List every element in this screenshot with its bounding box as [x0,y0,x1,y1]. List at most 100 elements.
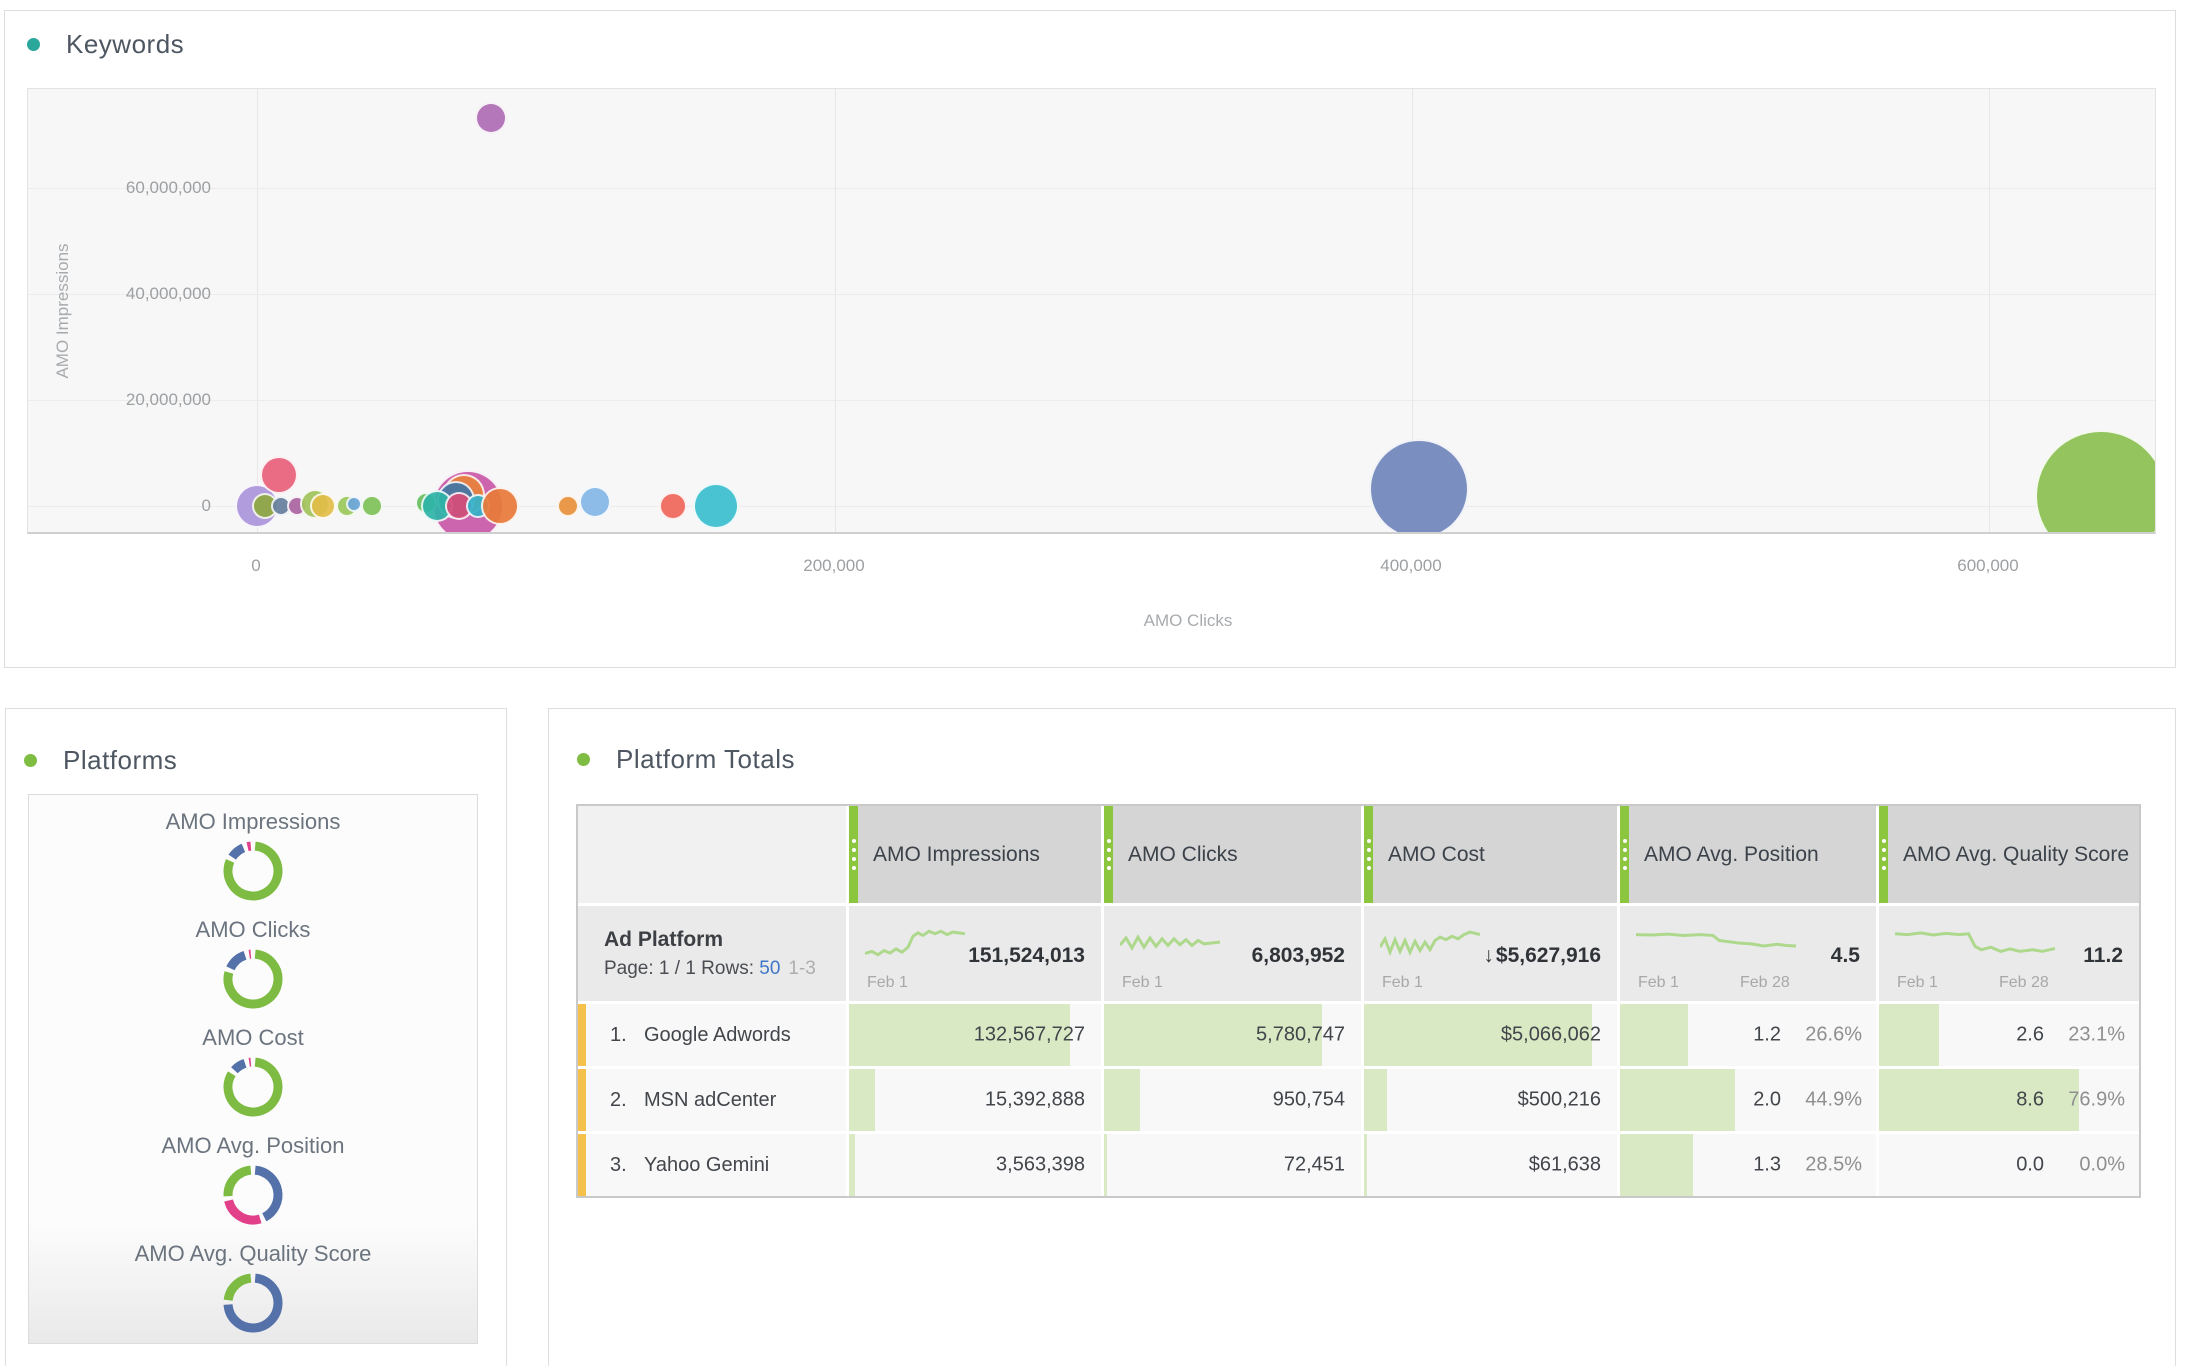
summary-cell-avg-quality: Feb 1 Feb 28 11.2 [1879,906,2139,1001]
donut-item-impressions: AMO Impressions [29,809,477,903]
donut-segment[interactable] [223,1057,283,1117]
bubble-point[interactable] [259,455,298,494]
donut-chart-position[interactable] [221,1163,285,1227]
trend-down-arrow-icon: ↓ [1483,943,1494,967]
cell-clicks: 5,780,747 [1104,1004,1361,1066]
column-header-impressions[interactable]: AMO Impressions [849,806,1101,903]
bubble-point[interactable] [310,493,337,519]
column-header-avg-position[interactable]: AMO Avg. Position [1620,806,1876,903]
platforms-panel: Platforms AMO Impressions AMO Clicks AMO… [5,708,507,1366]
donut-chart-quality[interactable] [221,1271,285,1335]
bubble-point[interactable] [659,492,688,520]
row-label-msn-adcenter[interactable]: 2. MSN adCenter [578,1069,846,1131]
platforms-panel-header: Platforms [24,745,177,776]
donut-segment[interactable] [254,1165,283,1222]
platform-name: MSN adCenter [644,1088,777,1111]
sparkline-date-start: Feb 1 [1122,974,1163,991]
donut-label: AMO Clicks [195,917,311,942]
summary-cell-impressions: Feb 1 151,524,013 [849,906,1101,1001]
gridline-y60m [28,188,2155,189]
data-bar [1104,1069,1140,1131]
y-tick-60m: 60,000,000 [125,178,211,197]
cell-value: 0.0 [2016,1153,2044,1176]
donut-segment[interactable] [223,1165,252,1197]
column-header-label: AMO Avg. Quality Score [1903,842,2130,866]
donut-chart-impressions[interactable] [221,839,285,903]
cell-percent: 26.6% [1805,1023,1862,1046]
cell-avg-position: 1.3 28.5% [1620,1134,1876,1196]
donut-label: AMO Avg. Position [161,1133,345,1158]
gridline-y40m [28,294,2155,295]
bubble-point[interactable] [1368,438,1469,532]
row-label-google-adwords[interactable]: 1. Google Adwords [578,1004,846,1066]
data-bar [1364,1004,1592,1066]
cell-percent: 44.9% [1805,1088,1862,1111]
donut-segment[interactable] [223,841,283,901]
donut-segment[interactable] [228,843,246,860]
platform-totals-table: AMO Impressions AMO Clicks AMO Cost AMO … [576,804,2141,1198]
donut-segment[interactable] [231,1059,247,1074]
cell-impressions: 132,567,727 [849,1004,1101,1066]
bubble-point[interactable] [579,486,612,519]
x-tick-600k: 600,000 [1957,556,2019,575]
rows-per-page-link[interactable]: 50 [759,957,781,979]
column-drag-handle-icon[interactable] [1364,806,1373,903]
sparkline-cost [1380,922,1480,964]
bubble-point[interactable] [475,101,508,134]
platform-name: Yahoo Gemini [644,1153,770,1176]
platforms-donut-box: AMO Impressions AMO Clicks AMO Cost AMO … [28,794,478,1344]
donut-item-cost: AMO Cost [29,1025,477,1119]
donut-segment[interactable] [224,1199,262,1225]
donut-item-quality: AMO Avg. Quality Score [29,1241,477,1335]
column-drag-handle-icon[interactable] [1879,806,1888,903]
bubble-point[interactable] [361,495,384,517]
platform-totals-panel: Platform Totals AMO Impressions AMO Clic… [548,708,2176,1366]
summary-cell-cost: Feb 1 ↓$5,627,916 [1364,906,1617,1001]
y-axis-label: AMO Impressions [53,243,72,379]
cell-value: $5,066,062 [1500,1023,1601,1046]
bubble-point[interactable] [692,483,739,529]
donut-segment[interactable] [223,1273,252,1302]
cell-cost: $61,638 [1364,1134,1617,1196]
bubble-point[interactable] [345,496,362,513]
column-header-cost[interactable]: AMO Cost [1364,806,1617,903]
row-accent-bar [578,1069,586,1131]
sparkline-date-end: Feb 28 [1740,974,1790,991]
donut-segment[interactable] [246,841,252,852]
donut-segment[interactable] [223,1273,283,1333]
sparkline-date-start: Feb 1 [1897,974,1938,991]
bubble-point[interactable] [480,487,519,525]
column-drag-handle-icon[interactable] [1620,806,1629,903]
x-tick-200k: 200,000 [803,556,865,575]
column-header-label: AMO Clicks [1128,842,1238,866]
row-accent-bar [578,1004,586,1066]
bubble-point[interactable] [2034,430,2155,532]
column-drag-handle-icon[interactable] [849,806,858,903]
pagination: Page: 1 / 1 Rows: 50 1-3 [604,958,846,980]
bubble-point[interactable] [556,495,579,517]
data-bar [1879,1004,1940,1066]
sparkline-avg-position [1636,922,1796,964]
data-bar [1620,1134,1693,1196]
keywords-panel-dot-icon [27,38,40,51]
bubble-plot[interactable] [27,88,2156,534]
column-header-avg-quality-score[interactable]: AMO Avg. Quality Score [1879,806,2139,903]
pagination-label: Page: 1 / 1 Rows: [604,957,754,979]
row-rank: 1. [610,1023,627,1046]
cell-percent: 28.5% [1805,1153,1862,1176]
cell-clicks: 950,754 [1104,1069,1361,1131]
platform-totals-title: Platform Totals [616,744,795,774]
column-drag-handle-icon[interactable] [1104,806,1113,903]
sparkline-clicks [1120,922,1220,964]
row-accent-bar [578,1134,586,1196]
column-header-clicks[interactable]: AMO Clicks [1104,806,1361,903]
cell-avg-quality: 8.6 76.9% [1879,1069,2139,1131]
donut-segment[interactable] [226,951,247,971]
donut-segment[interactable] [223,949,283,1009]
donut-chart-clicks[interactable] [221,947,285,1011]
cell-value: 132,567,727 [973,1023,1085,1046]
donut-chart-cost[interactable] [221,1055,285,1119]
y-tick-0: 0 [201,496,211,515]
row-label-yahoo-gemini[interactable]: 3. Yahoo Gemini [578,1134,846,1196]
